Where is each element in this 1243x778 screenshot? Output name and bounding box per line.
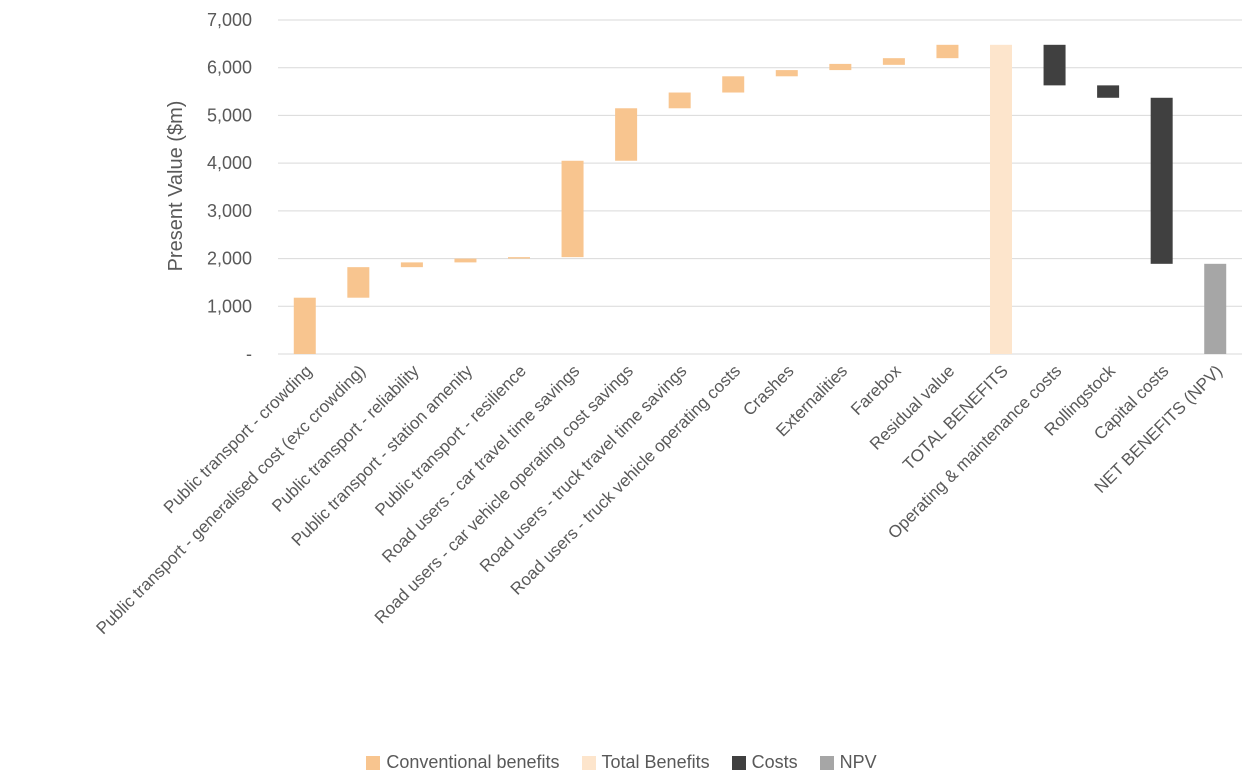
bar <box>400 262 423 268</box>
legend-swatch <box>731 755 746 770</box>
bar <box>936 44 959 59</box>
y-tick-label: 3,000 <box>207 201 252 221</box>
legend: Conventional benefits Total Benefits Costs… <box>0 752 1243 773</box>
y-tick-label: 1,000 <box>207 296 252 316</box>
bar <box>829 63 852 71</box>
bar <box>722 76 745 93</box>
bar <box>293 297 316 354</box>
legend-item: Conventional benefits <box>366 752 560 773</box>
legend-item: Total Benefits <box>581 752 710 773</box>
y-axis-ticks: - 1,000 2,000 3,000 4,000 5,000 6,000 7,000 <box>207 10 252 364</box>
gridlines <box>278 19 1242 355</box>
bar <box>1150 97 1173 264</box>
bar <box>1043 44 1066 86</box>
y-tick-label: 6,000 <box>207 58 252 78</box>
bar <box>668 92 691 109</box>
bar <box>1204 263 1227 354</box>
y-tick-label: 7,000 <box>207 10 252 30</box>
bar <box>882 58 905 65</box>
bar <box>508 257 530 259</box>
legend-label: Conventional benefits <box>386 752 560 772</box>
bar <box>990 44 1012 354</box>
x-tick-label: Road users - car travel time savings <box>378 361 583 566</box>
legend-label: Total Benefits <box>601 752 710 772</box>
legend-swatch <box>581 755 596 770</box>
legend-label: NPV <box>839 752 877 772</box>
legend-label: Costs <box>751 752 798 772</box>
y-tick-label: 2,000 <box>207 249 252 269</box>
bar <box>615 108 638 161</box>
y-tick-label: 4,000 <box>207 153 252 173</box>
bar <box>561 160 584 258</box>
bars <box>293 44 1227 354</box>
legend-item: Costs <box>731 752 798 773</box>
y-tick-label: 5,000 <box>207 105 252 125</box>
bar <box>1097 85 1120 98</box>
legend-item: NPV <box>819 752 877 773</box>
bar <box>775 70 798 77</box>
y-tick-label: - <box>246 344 252 364</box>
bar <box>454 258 477 263</box>
legend-swatch <box>819 755 834 770</box>
legend-swatch <box>366 755 381 770</box>
y-axis-title: Present Value ($m) <box>165 101 187 272</box>
bar <box>347 267 370 298</box>
